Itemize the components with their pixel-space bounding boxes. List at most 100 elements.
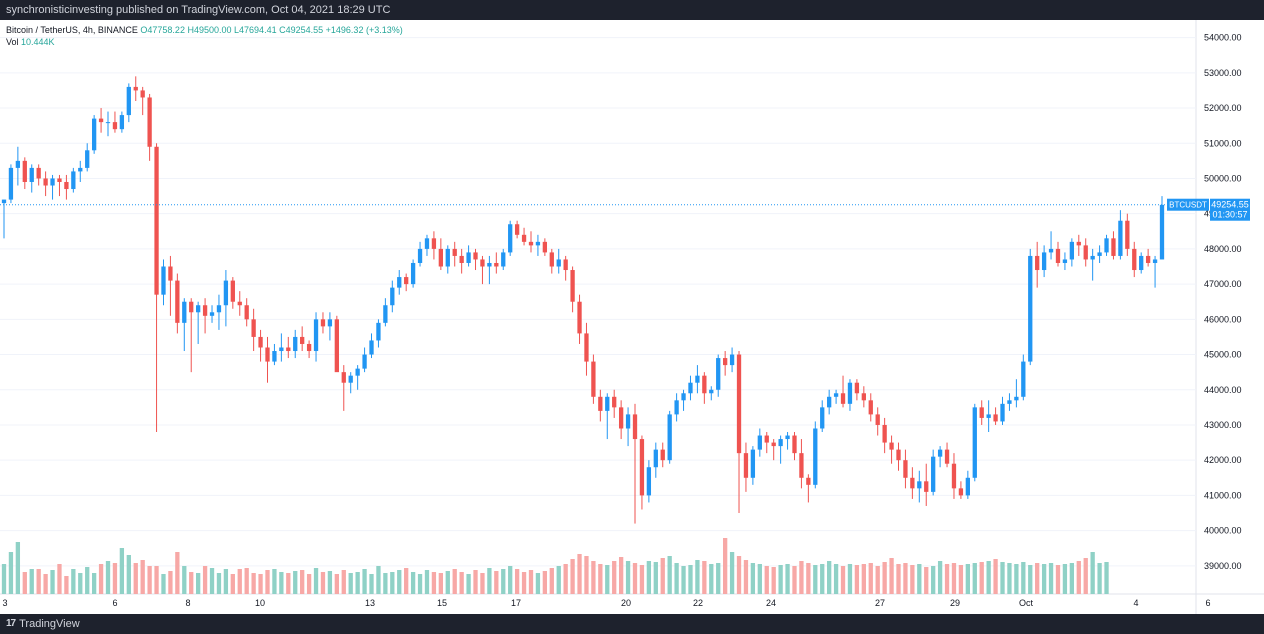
volume-bar: [1097, 563, 1102, 594]
candle-body: [1145, 255, 1151, 263]
volume-bar: [501, 569, 506, 594]
x-tick-label: 22: [693, 598, 703, 608]
candle-body: [265, 347, 270, 362]
tradingview-logo-icon: 17: [6, 618, 16, 629]
x-tick-label: 10: [255, 598, 265, 608]
volume-bar: [986, 561, 991, 594]
volume-bar: [917, 564, 922, 594]
volume-bar: [646, 561, 652, 594]
volume-bar: [376, 566, 381, 594]
volume-bar: [736, 556, 742, 594]
legend-low: L47694.41: [234, 25, 277, 35]
volume-bar: [958, 565, 964, 594]
candle-body: [1028, 255, 1033, 362]
candle-body: [501, 252, 506, 267]
y-tick-label: 43000.00: [1204, 420, 1242, 430]
candle-body: [1139, 255, 1144, 271]
candle-body: [91, 118, 97, 151]
volume-bar: [112, 563, 118, 594]
volume-bar: [438, 573, 443, 594]
y-tick-label: 51000.00: [1204, 138, 1242, 148]
candle-body: [577, 301, 582, 334]
x-tick-label: 6: [112, 598, 117, 608]
volume-bar: [1083, 558, 1088, 594]
volume-bar: [903, 563, 908, 594]
candle-body: [397, 277, 402, 288]
candle-body: [889, 442, 894, 450]
volume-bar: [383, 573, 388, 594]
volume-bar: [847, 564, 853, 594]
candle-body: [820, 407, 825, 429]
volume-bar: [258, 574, 263, 594]
candle-body: [653, 449, 658, 468]
y-tick-label: 40000.00: [1204, 526, 1242, 536]
candle-body: [625, 414, 631, 429]
candle-body: [202, 305, 208, 316]
volume-bar: [598, 564, 603, 594]
candle-body: [182, 301, 187, 323]
volume-bar: [799, 561, 804, 594]
candle-body: [750, 449, 756, 478]
candle-body: [209, 312, 215, 316]
candle-body: [216, 305, 222, 313]
y-tick-label: 39000.00: [1204, 561, 1242, 571]
candle-body: [417, 248, 423, 263]
candle-body: [1035, 255, 1040, 271]
volume-bar: [792, 566, 797, 594]
volume-bar: [937, 561, 943, 594]
candle-body: [1048, 248, 1054, 253]
candle-body: [813, 428, 818, 485]
candle-body: [723, 358, 728, 366]
candle-body: [36, 167, 41, 179]
volume-bar: [445, 571, 450, 594]
volume-bar: [993, 559, 998, 594]
publish-info: synchronisticinvesting published on Trad…: [6, 4, 391, 16]
candle-body: [903, 460, 908, 478]
candle-body: [605, 396, 610, 411]
volume-bar: [951, 563, 957, 594]
volume-bar: [216, 573, 222, 594]
candle-body: [320, 319, 326, 327]
candle-body: [43, 178, 48, 186]
volume-bar: [508, 566, 513, 594]
candle-body: [1069, 241, 1075, 260]
candle-body: [840, 393, 846, 404]
ticker-tag-label: BTCUSDT: [1169, 201, 1207, 210]
candle-body: [223, 280, 229, 306]
chart-frame[interactable]: 39000.00 40000.00 41000.00 42000.00 43000.00…: [0, 20, 1264, 614]
candle-body: [424, 238, 430, 249]
candle-body: [729, 354, 735, 366]
candlestick-chart[interactable]: 39000.00 40000.00 41000.00 42000.00 43000.00…: [0, 20, 1264, 614]
volume-bar: [119, 548, 125, 594]
volume-bar: [313, 568, 319, 594]
candle-body: [1118, 220, 1123, 256]
volume-bar: [813, 565, 818, 594]
candle-body: [8, 167, 14, 200]
candle-body: [612, 396, 617, 408]
candle-body: [1097, 252, 1102, 256]
volume-bar: [230, 574, 235, 594]
x-tick-label: 6: [1205, 598, 1210, 608]
candle-body: [334, 319, 339, 373]
x-tick-label: 3: [2, 598, 7, 608]
volume-bar: [369, 574, 374, 594]
candle-body: [147, 97, 152, 147]
candle-body: [29, 167, 34, 182]
volume-bar: [71, 569, 76, 594]
candle-body: [1041, 252, 1047, 271]
volume-bar: [78, 573, 83, 594]
tradingview-logo[interactable]: 17 TradingView: [6, 614, 80, 634]
volume-bar: [1104, 562, 1109, 594]
volume-bar: [417, 574, 423, 594]
volume-bar: [154, 566, 159, 594]
candle-body: [702, 375, 707, 394]
candle-body: [1, 199, 7, 204]
y-tick-label: 46000.00: [1204, 314, 1242, 324]
candle-body: [64, 181, 69, 190]
volume-bar: [556, 566, 561, 594]
y-tick-label: 48000.00: [1204, 244, 1242, 254]
volume-bar: [57, 564, 62, 594]
candle-body: [1132, 248, 1137, 271]
candle-body: [105, 122, 111, 124]
candle-body: [1014, 396, 1019, 401]
